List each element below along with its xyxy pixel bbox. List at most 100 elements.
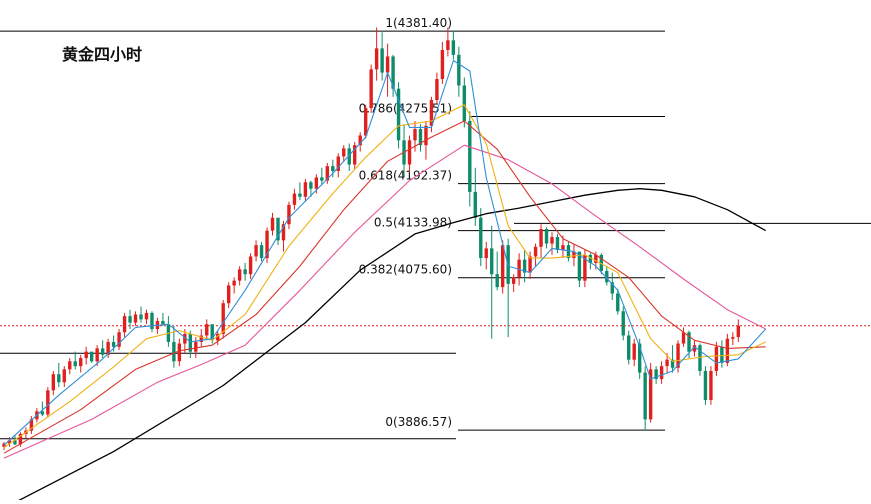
candle-body-83 (457, 54, 461, 86)
candle-body-130 (714, 346, 719, 371)
candle-body-61 (336, 156, 340, 171)
candle-body-125 (687, 332, 691, 352)
candle-body-105 (577, 251, 582, 281)
candle-body-67 (369, 69, 373, 109)
candle-body-7 (40, 411, 45, 415)
candle-body-29 (161, 320, 165, 325)
candle-body-117 (643, 372, 647, 420)
candle-body-107 (588, 254, 593, 263)
candle-body-120 (659, 366, 664, 380)
candle-body-16 (89, 351, 94, 362)
candle-body-131 (720, 346, 724, 363)
candle-body-66 (363, 108, 368, 136)
support-resistance-lines (0, 222, 871, 440)
candle-body-46 (254, 245, 258, 257)
candle-body-114 (627, 335, 631, 360)
candle-body-13 (73, 361, 77, 367)
candle-body-34 (188, 333, 193, 352)
candle-body-58 (320, 177, 324, 181)
candle-body-49 (270, 217, 275, 231)
candle-body-104 (572, 251, 576, 259)
candle-body-99 (544, 229, 549, 244)
candle-body-50 (276, 217, 280, 241)
candle-body-2 (13, 440, 17, 445)
candle-body-78 (429, 100, 434, 126)
candle-body-20 (111, 341, 116, 347)
fib-label-5: 0(3886.57) (385, 415, 452, 429)
candle-body-25 (139, 314, 143, 320)
candle-body-70 (385, 56, 390, 73)
candle-body-53 (292, 193, 297, 205)
candle-body-116 (637, 343, 642, 373)
candle-body-59 (325, 166, 330, 181)
candle-body-27 (150, 312, 154, 330)
candle-body-11 (62, 369, 66, 383)
candle-body-112 (616, 293, 620, 312)
candle-body-124 (681, 332, 686, 344)
candle-body-39 (216, 333, 220, 341)
candle-body-108 (594, 254, 598, 263)
moving-averages (3, 59, 767, 504)
candle-body-98 (539, 229, 543, 247)
ma-mid-line (3, 104, 766, 449)
candle-body-22 (122, 316, 127, 333)
candle-body-10 (57, 374, 61, 383)
fib-label-4: 0.382(4075.60) (359, 263, 452, 277)
candle-body-77 (424, 125, 428, 146)
fibonacci-levels: 1(4381.40) 0.786(4275.51) 0.618(4192.37) 0.… (0, 16, 665, 431)
candle-body-102 (561, 245, 565, 250)
candle-body-121 (665, 359, 669, 367)
candle-body-103 (566, 245, 571, 259)
candle-body-32 (177, 343, 182, 362)
candle-body-106 (583, 254, 587, 281)
candle-body-63 (347, 148, 351, 165)
candle-body-52 (287, 204, 291, 225)
candle-body-81 (446, 40, 450, 50)
ma-fast-line (3, 59, 767, 446)
candle-body-40 (221, 303, 225, 334)
candle-body-110 (605, 270, 609, 283)
candle-body-1 (7, 440, 12, 444)
candle-body-36 (199, 335, 203, 342)
candle-body-90 (495, 274, 499, 288)
candle-body-133 (731, 337, 735, 339)
candle-body-87 (479, 217, 483, 259)
candle-body-38 (210, 324, 214, 341)
candle-body-33 (183, 333, 187, 344)
candle-body-132 (725, 338, 730, 363)
candle-body-119 (654, 369, 658, 380)
candle-body-71 (391, 56, 395, 89)
candle-body-128 (703, 370, 708, 400)
candle-body-134 (736, 325, 741, 338)
candle-body-80 (440, 50, 445, 80)
candle-body-75 (413, 129, 417, 141)
candle-body-96 (528, 256, 532, 273)
candle-body-18 (100, 348, 105, 355)
candle-body-60 (331, 166, 335, 171)
candle-body-19 (106, 341, 110, 355)
candle-body-47 (259, 245, 264, 259)
ma-long-line (3, 144, 766, 459)
candle-body-129 (709, 370, 713, 400)
candle-body-21 (117, 332, 121, 347)
candle-body-72 (396, 88, 401, 141)
candle-body-123 (676, 343, 680, 368)
candle-body-89 (490, 248, 494, 275)
candle-body-51 (281, 224, 286, 241)
candle-body-82 (451, 40, 456, 55)
candle-body-62 (342, 148, 346, 157)
candle-body-101 (555, 237, 560, 250)
candle-body-3 (18, 433, 23, 445)
candle-body-69 (380, 48, 384, 73)
candle-body-115 (632, 343, 636, 360)
candle-body-79 (435, 79, 439, 100)
fib-label-2: 0.618(4192.37) (359, 169, 452, 183)
candle-body-86 (473, 191, 477, 218)
candle-body-26 (144, 312, 149, 320)
candle-body-54 (298, 193, 302, 197)
candle-body-15 (84, 351, 88, 359)
candle-body-9 (51, 374, 56, 391)
candle-body-93 (511, 277, 516, 284)
candle-body-65 (358, 135, 362, 146)
